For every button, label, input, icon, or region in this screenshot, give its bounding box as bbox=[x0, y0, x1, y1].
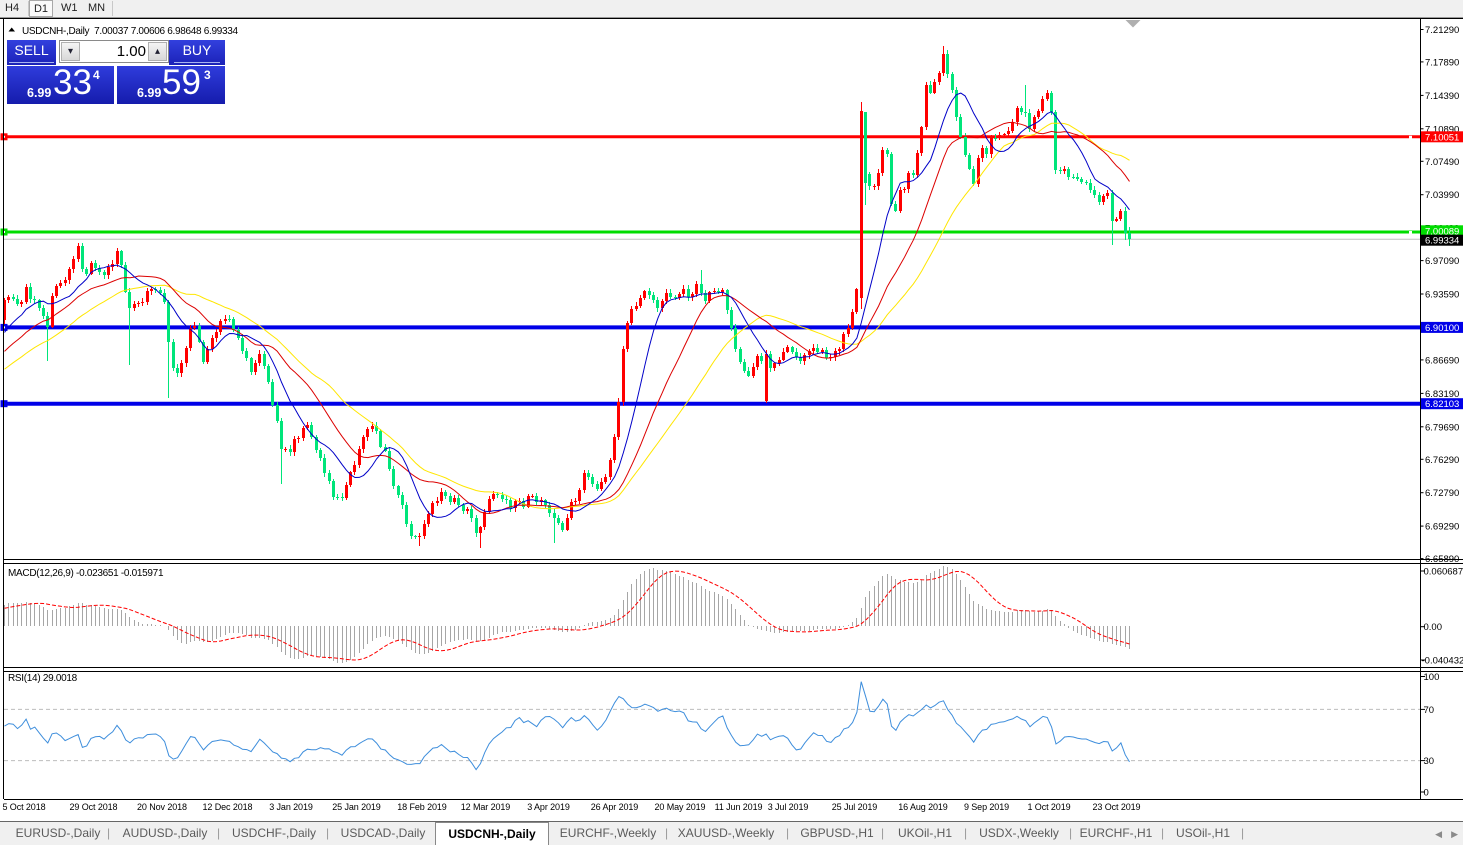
svg-text:20 May 2019: 20 May 2019 bbox=[655, 802, 706, 812]
svg-text:6.65890: 6.65890 bbox=[1425, 554, 1459, 565]
svg-text:18 Feb 2019: 18 Feb 2019 bbox=[397, 802, 447, 812]
svg-text:20 Nov 2018: 20 Nov 2018 bbox=[137, 802, 187, 812]
svg-text:29 Oct 2018: 29 Oct 2018 bbox=[70, 802, 118, 812]
svg-text:RSI(14) 29.0018: RSI(14) 29.0018 bbox=[8, 673, 78, 684]
svg-text:12 Mar 2019: 12 Mar 2019 bbox=[461, 802, 511, 812]
svg-text:7.03990: 7.03990 bbox=[1425, 190, 1459, 201]
svg-text:9 Sep 2019: 9 Sep 2019 bbox=[964, 802, 1009, 812]
svg-text:7.21290: 7.21290 bbox=[1425, 25, 1459, 36]
svg-text:0.00: 0.00 bbox=[1424, 622, 1443, 633]
svg-text:6.90100: 6.90100 bbox=[1425, 323, 1459, 334]
svg-text:3 Apr 2019: 3 Apr 2019 bbox=[527, 802, 570, 812]
svg-text:6.72790: 6.72790 bbox=[1425, 488, 1459, 499]
svg-text:16 Aug 2019: 16 Aug 2019 bbox=[898, 802, 948, 812]
svg-text:USDCNH-,Daily 7.00037 7.00606: USDCNH-,Daily 7.00037 7.00606 6.98648 6.… bbox=[22, 26, 239, 37]
svg-text:5 Oct 2018: 5 Oct 2018 bbox=[2, 802, 45, 812]
svg-text:12 Dec 2018: 12 Dec 2018 bbox=[203, 802, 253, 812]
svg-text:3 Jul 2019: 3 Jul 2019 bbox=[768, 802, 809, 812]
svg-text:7.10890: 7.10890 bbox=[1425, 124, 1459, 135]
svg-text:100: 100 bbox=[1424, 672, 1440, 683]
svg-text:1 Oct 2019: 1 Oct 2019 bbox=[1027, 802, 1070, 812]
svg-text:6.99334: 6.99334 bbox=[1425, 236, 1459, 247]
svg-text:70: 70 bbox=[1424, 705, 1435, 716]
svg-text:3 Jan 2019: 3 Jan 2019 bbox=[269, 802, 313, 812]
svg-text:25 Jan 2019: 25 Jan 2019 bbox=[332, 802, 381, 812]
svg-text:7.14390: 7.14390 bbox=[1425, 91, 1459, 102]
svg-text:26 Apr 2019: 26 Apr 2019 bbox=[591, 802, 639, 812]
svg-text:23 Oct 2019: 23 Oct 2019 bbox=[1093, 802, 1141, 812]
svg-text:7.10051: 7.10051 bbox=[1425, 132, 1459, 143]
svg-text:-0.040432: -0.040432 bbox=[1422, 656, 1463, 667]
svg-text:0: 0 bbox=[1424, 788, 1429, 799]
svg-text:7.07490: 7.07490 bbox=[1425, 157, 1459, 168]
svg-text:6.97090: 6.97090 bbox=[1425, 256, 1459, 267]
svg-text:6.76290: 6.76290 bbox=[1425, 455, 1459, 466]
svg-text:30: 30 bbox=[1424, 756, 1435, 767]
svg-text:6.83190: 6.83190 bbox=[1425, 389, 1459, 400]
svg-text:6.86690: 6.86690 bbox=[1425, 355, 1459, 366]
svg-text:6.69290: 6.69290 bbox=[1425, 522, 1459, 533]
svg-text:0.060687: 0.060687 bbox=[1424, 567, 1463, 578]
svg-text:6.93590: 6.93590 bbox=[1425, 290, 1459, 301]
svg-text:6.79690: 6.79690 bbox=[1425, 422, 1459, 433]
svg-text:11 Jun 2019: 11 Jun 2019 bbox=[715, 802, 763, 812]
svg-text:MACD(12,26,9) -0.023651 -0.015: MACD(12,26,9) -0.023651 -0.015971 bbox=[8, 568, 164, 579]
svg-text:7.00089: 7.00089 bbox=[1425, 226, 1459, 237]
svg-text:25 Jul 2019: 25 Jul 2019 bbox=[832, 802, 878, 812]
svg-text:6.82103: 6.82103 bbox=[1425, 399, 1459, 410]
svg-text:7.17890: 7.17890 bbox=[1425, 57, 1459, 68]
